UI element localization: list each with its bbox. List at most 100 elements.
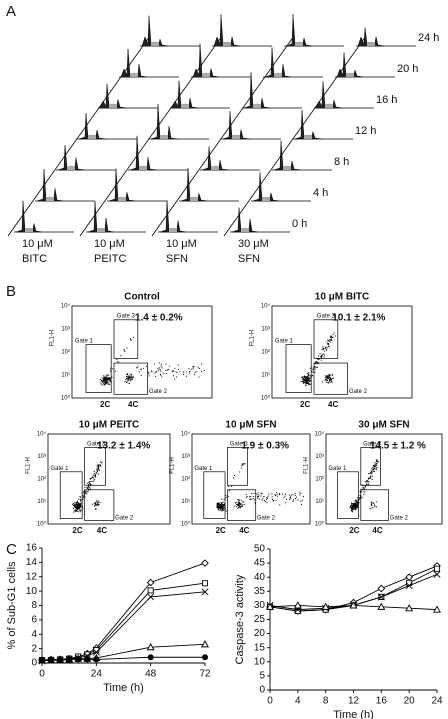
dot [331, 378, 333, 380]
x-tick-label: 48 [145, 669, 157, 680]
dot [172, 370, 174, 372]
gate-label: Gate 1 [75, 339, 94, 345]
dot [96, 503, 98, 505]
dot [234, 502, 236, 504]
dot [86, 486, 88, 488]
histogram-s-phase [139, 166, 147, 170]
dot [322, 354, 324, 356]
dot [243, 463, 245, 465]
dot [82, 498, 84, 500]
dot [330, 379, 332, 381]
dot [356, 501, 358, 503]
dot [96, 500, 98, 502]
dot [304, 377, 306, 379]
dot [238, 505, 240, 507]
dot [375, 463, 377, 465]
dot [222, 508, 224, 510]
marker [201, 640, 209, 648]
dot [218, 503, 220, 505]
dot [220, 504, 222, 506]
gate-label: Gate 3 [87, 441, 106, 447]
dot [84, 486, 86, 488]
histogram-s-phase [130, 73, 138, 77]
dot [257, 497, 259, 499]
dot [282, 493, 284, 495]
dot [224, 509, 226, 511]
dot [294, 492, 296, 494]
y-tick-label: 10 [254, 656, 266, 667]
x-tick-label: 24 [431, 696, 443, 707]
y-tick-label: 12 [26, 571, 38, 582]
histogram-s-phase [118, 197, 126, 201]
dot [240, 506, 242, 508]
dot [197, 366, 199, 368]
dot [323, 356, 325, 358]
dot [362, 487, 364, 489]
marker [405, 573, 414, 582]
dot [361, 484, 363, 486]
dot [129, 377, 131, 379]
dot [80, 506, 82, 508]
dot [193, 374, 195, 376]
dot [110, 367, 112, 369]
dot [372, 469, 374, 471]
x-axis-title: Time (h) [333, 709, 374, 719]
dot [93, 479, 95, 481]
dot [80, 503, 82, 505]
dot [370, 476, 372, 478]
dot [302, 382, 304, 384]
dot [350, 507, 352, 509]
dot [306, 379, 308, 381]
gate-label: Gate 3 [117, 314, 136, 320]
dot [375, 460, 377, 462]
dot [77, 508, 79, 510]
dot [246, 496, 248, 498]
dot [355, 501, 357, 503]
dot [373, 466, 375, 468]
dot [74, 503, 76, 505]
dot [355, 499, 357, 501]
dot [95, 472, 97, 474]
dot [216, 507, 218, 509]
dot [104, 384, 106, 386]
dot [246, 496, 248, 498]
dot [98, 469, 100, 471]
marker [405, 582, 413, 590]
dot [127, 375, 129, 377]
dot [266, 497, 268, 499]
dot [79, 504, 81, 506]
dot [328, 340, 330, 342]
treatment-compound: SFN [166, 253, 188, 265]
dot [272, 500, 274, 502]
dot [289, 498, 291, 500]
dot [190, 368, 192, 370]
dot [308, 384, 310, 386]
dot [308, 378, 310, 380]
dot [117, 361, 119, 363]
histogram [141, 15, 169, 47]
dot [193, 365, 195, 367]
dot [328, 373, 330, 375]
dot [88, 490, 90, 492]
dot [198, 367, 200, 369]
dot [262, 498, 264, 500]
dot [324, 350, 326, 352]
dot [76, 505, 78, 507]
plot-value: 1.9 ± 0.3% [241, 441, 289, 452]
marker [433, 570, 441, 578]
dot [159, 373, 161, 375]
dot [331, 381, 333, 383]
dot [375, 468, 377, 470]
dot [249, 496, 251, 498]
y-tick-label: 10⁰ [37, 521, 47, 528]
marker [147, 593, 155, 601]
axis-label: FL1-H [170, 457, 176, 474]
y-tick-label: 25 [254, 614, 266, 625]
dot [186, 375, 188, 377]
dot [308, 374, 310, 376]
dot [272, 498, 274, 500]
dot [327, 342, 329, 344]
dot [74, 505, 76, 507]
dot [279, 494, 281, 496]
dot [292, 499, 294, 501]
